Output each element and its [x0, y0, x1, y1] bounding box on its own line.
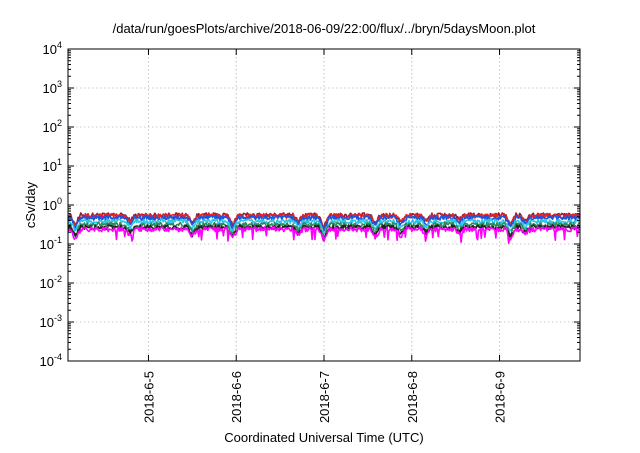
y-tick-label: 10-2 — [40, 274, 62, 291]
x-tick-label: 2018-6-5 — [141, 371, 156, 423]
x-axis-label: Coordinated Universal Time (UTC) — [224, 430, 423, 445]
y-tick-label: 10-1 — [40, 235, 62, 252]
series-line — [67, 226, 581, 245]
x-tick-label: 2018-6-8 — [405, 371, 420, 423]
y-axis-ticks: 10-4 10-3 10-2 10-1 100 101 102 103 104 — [40, 40, 580, 369]
x-tick-label: 2018-6-6 — [229, 371, 244, 423]
x-tick-label: 2018-6-7 — [317, 371, 332, 423]
x-tick-label: 2018-6-9 — [493, 371, 508, 423]
y-axis-label: cSv/day — [23, 181, 38, 228]
y-tick-label: 10-3 — [40, 313, 62, 330]
data-series — [67, 212, 581, 245]
x-axis-ticks: 2018-6-5 2018-6-6 2018-6-7 2018-6-8 2018-6-9 — [141, 49, 508, 423]
grid-lines — [68, 49, 580, 361]
y-tick-label: 103 — [43, 79, 62, 96]
plot-frame — [67, 48, 581, 362]
y-tick-label: 101 — [43, 157, 62, 174]
series-line — [67, 218, 581, 235]
series-line — [67, 214, 581, 232]
y-tick-label: 102 — [43, 118, 62, 135]
y-tick-label: 10-4 — [40, 352, 62, 369]
y-tick-label: 100 — [43, 196, 62, 213]
y-tick-label: 104 — [43, 40, 62, 57]
series-line — [67, 221, 581, 239]
chart-title: /data/run/goesPlots/archive/2018-06-09/2… — [113, 21, 536, 36]
